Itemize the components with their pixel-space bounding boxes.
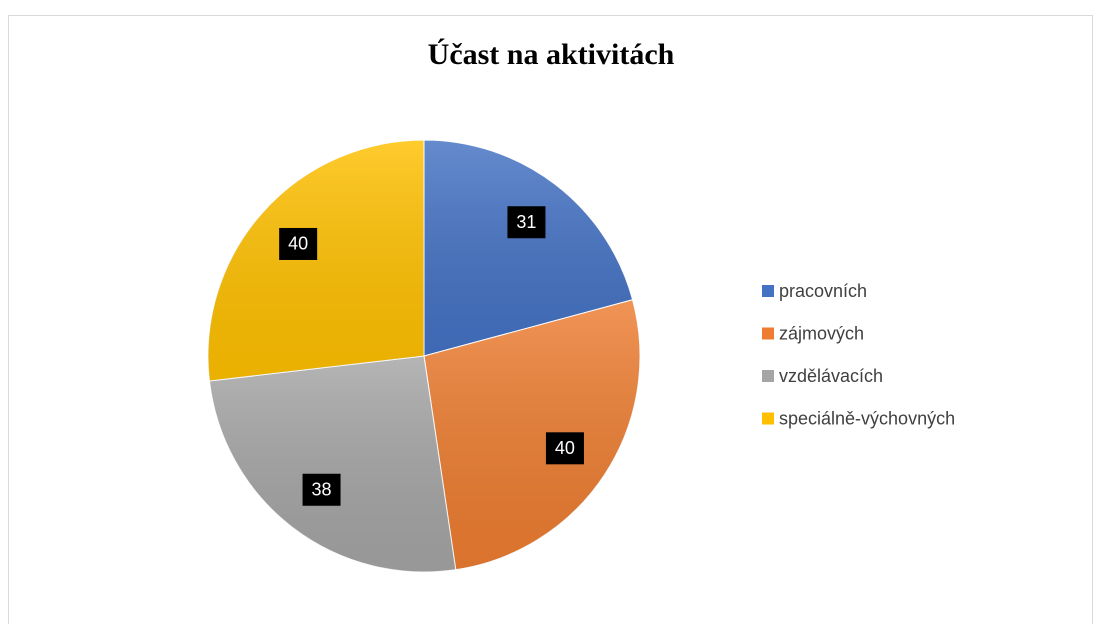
slice-shade xyxy=(424,299,640,570)
slice-shade xyxy=(208,140,424,381)
data-label-box xyxy=(545,432,584,465)
data-label: 38 xyxy=(312,480,332,500)
legend-label: pracovních xyxy=(779,281,867,301)
legend-swatch xyxy=(762,370,774,382)
legend-label: zájmových xyxy=(779,323,864,343)
legend-swatch xyxy=(762,327,774,340)
slice-shade xyxy=(209,356,456,572)
legend: pracovních zájmových vzdělávacích speciálně… xyxy=(762,281,955,428)
data-label: 31 xyxy=(516,212,536,232)
pie xyxy=(207,139,641,573)
legend-swatch xyxy=(762,285,774,297)
data-label-box xyxy=(507,206,546,239)
legend-label: speciálně-výchovných xyxy=(779,408,955,428)
legend-swatch xyxy=(762,412,774,425)
data-labels: 31 40 38 40 xyxy=(279,206,584,506)
legend-label: vzdělávacích xyxy=(779,366,883,386)
data-label: 40 xyxy=(555,438,575,458)
slice-shade xyxy=(424,140,633,356)
data-label: 40 xyxy=(288,234,308,254)
chart-title: Účast na aktivitách xyxy=(428,38,675,71)
data-label-box xyxy=(302,473,341,506)
data-label-box xyxy=(279,227,318,260)
